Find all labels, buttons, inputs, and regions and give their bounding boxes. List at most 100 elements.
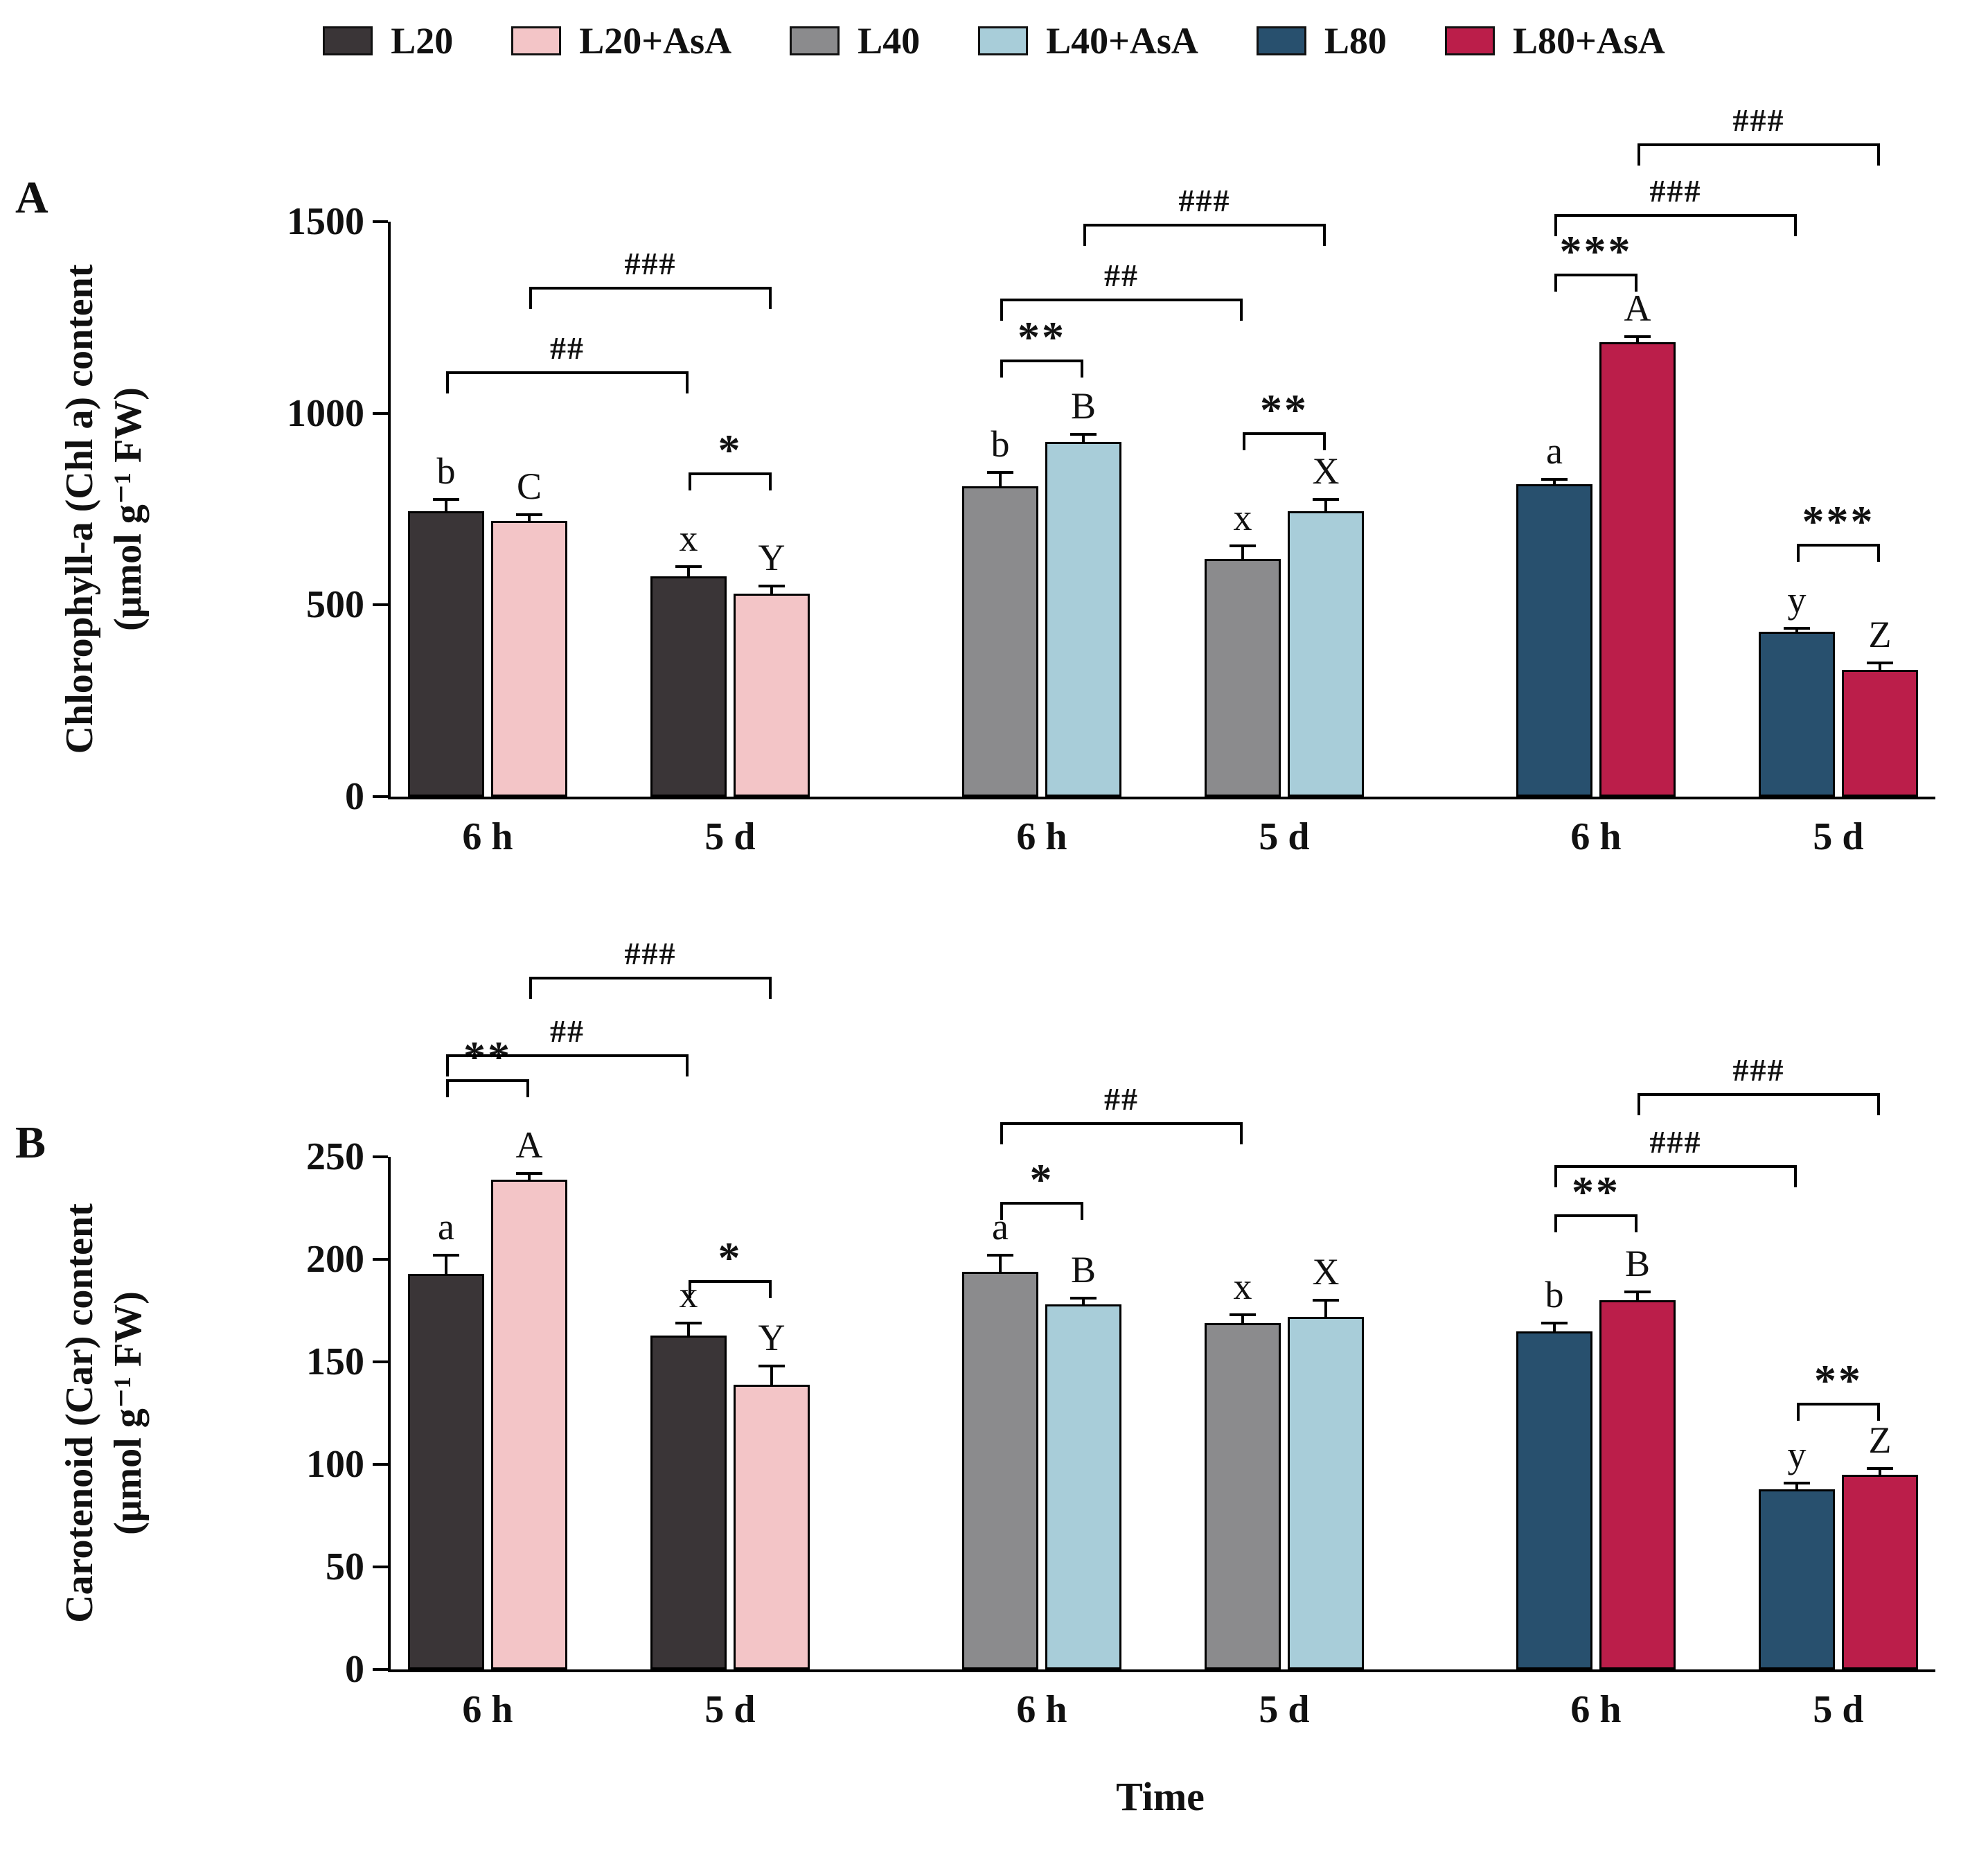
pair-significance-bracket (1797, 1403, 1880, 1421)
significance-letter: Y (758, 536, 786, 578)
pair-significance-bracket (1554, 1214, 1638, 1232)
bar-L80 (1759, 632, 1835, 797)
error-bar (1879, 663, 1881, 672)
significance-letter: a (992, 1206, 1009, 1248)
legend-item: L80 (1256, 19, 1387, 62)
error-bar-cap (1541, 1321, 1568, 1324)
bar-L80+AsA (1842, 670, 1918, 797)
y-tick-label: 50 (326, 1545, 364, 1588)
pair-significance-stars: * (718, 1232, 743, 1282)
error-bar (528, 1173, 531, 1181)
error-bar (1636, 1292, 1639, 1302)
pair-significance-bracket (1000, 1202, 1083, 1221)
comparison-bracket-label: ### (1178, 182, 1231, 218)
x-tick-label: 5 d (704, 1688, 756, 1731)
error-bar-cap (1230, 544, 1256, 547)
significance-letter: a (1546, 430, 1563, 472)
error-bar (999, 472, 1002, 488)
significance-letter: x (1233, 1265, 1252, 1307)
y-tick-label: 0 (345, 1648, 364, 1691)
significance-letter: b (1545, 1273, 1564, 1315)
y-tick-label: 0 (345, 775, 364, 818)
error-bar (1241, 1314, 1244, 1324)
error-bar (445, 499, 447, 513)
error-bar (528, 515, 531, 522)
y-tick-mark (373, 220, 388, 223)
pair-significance-bracket (1000, 360, 1083, 378)
panel-a-letter: A (15, 172, 48, 223)
pair-significance-bracket (689, 472, 772, 491)
error-bar-cap (516, 1171, 542, 1175)
pair-significance-stars: *** (1802, 496, 1875, 546)
error-bar-cap (987, 1254, 1013, 1257)
x-tick-label: 6 h (462, 815, 513, 858)
y-tick-mark (373, 1668, 388, 1671)
pair-significance-stars: ** (1814, 1356, 1863, 1406)
bar-L40+AsA (1045, 442, 1121, 797)
y-tick-mark (373, 603, 388, 607)
error-bar (770, 585, 773, 595)
significance-letter: x (1233, 496, 1252, 538)
error-bar-cap (1784, 1481, 1810, 1484)
error-bar (1082, 1298, 1085, 1306)
significance-letter: A (1624, 287, 1651, 329)
error-bar (1324, 499, 1327, 513)
error-bar-cap (1230, 1313, 1256, 1316)
x-tick-label: 6 h (1016, 815, 1067, 858)
bar-L40 (962, 1271, 1038, 1669)
y-tick-mark (373, 1155, 388, 1158)
error-bar-cap (758, 584, 785, 587)
error-bar-cap (675, 565, 702, 568)
comparison-bracket-label: ### (624, 935, 677, 971)
legend-item: L80+AsA (1444, 19, 1665, 62)
error-bar (1553, 479, 1556, 486)
x-tick-label: 5 d (1259, 1688, 1310, 1731)
error-bar (1636, 337, 1639, 344)
bar-L20+AsA (491, 520, 567, 797)
y-axis-title-line: (μmol g⁻¹ FW) (107, 387, 150, 631)
comparison-bracket-label: ## (550, 1013, 585, 1049)
y-axis-title-line: Carotenoid (Car) content (58, 1203, 101, 1623)
pair-significance-bracket (1554, 273, 1638, 292)
error-bar-cap (1867, 1466, 1893, 1470)
panel-b-letter: B (15, 1117, 46, 1168)
error-bar (1082, 434, 1085, 444)
error-bar (999, 1255, 1002, 1273)
legend-swatch-L40+AsA (978, 26, 1029, 55)
comparison-bracket-label: ## (1104, 257, 1139, 293)
y-tick-mark (373, 1463, 388, 1466)
comparison-bracket (1000, 1121, 1243, 1144)
comparison-bracket-label: ### (1732, 102, 1785, 138)
error-bar (445, 1255, 447, 1275)
bar-L80+AsA (1842, 1474, 1918, 1669)
error-bar-cap (1624, 1291, 1651, 1294)
legend-swatch-L40 (790, 26, 840, 55)
x-axis-title: Time (1116, 1774, 1205, 1819)
significance-letter: b (436, 450, 456, 493)
legend-swatch-L20+AsA (511, 26, 562, 55)
error-bar-cap (1070, 1297, 1097, 1300)
pair-significance-bracket (446, 1079, 529, 1097)
significance-letter: Y (758, 1316, 786, 1358)
pair-significance-stars: *** (1559, 226, 1633, 276)
error-bar-cap (433, 1254, 459, 1257)
legend-label: L20 (391, 20, 454, 62)
legend-swatch-L80+AsA (1444, 26, 1495, 55)
comparison-bracket-label: ## (550, 330, 585, 366)
x-tick-label: 6 h (1570, 815, 1622, 858)
bar-L40 (1205, 1322, 1281, 1669)
bar-L20 (408, 1273, 484, 1669)
y-tick-label: 1500 (287, 200, 364, 243)
significance-letter: y (1787, 578, 1807, 621)
error-bar-cap (1784, 626, 1810, 630)
legend-label: L20+AsA (579, 20, 732, 62)
x-tick-label: 5 d (1259, 815, 1310, 858)
legend-label: L80 (1324, 20, 1387, 62)
comparison-bracket-label: ## (1104, 1081, 1139, 1117)
error-bar-cap (516, 513, 542, 517)
bar-L80+AsA (1599, 342, 1676, 797)
y-tick-label: 100 (306, 1443, 364, 1486)
comparison-bracket (1638, 143, 1880, 166)
